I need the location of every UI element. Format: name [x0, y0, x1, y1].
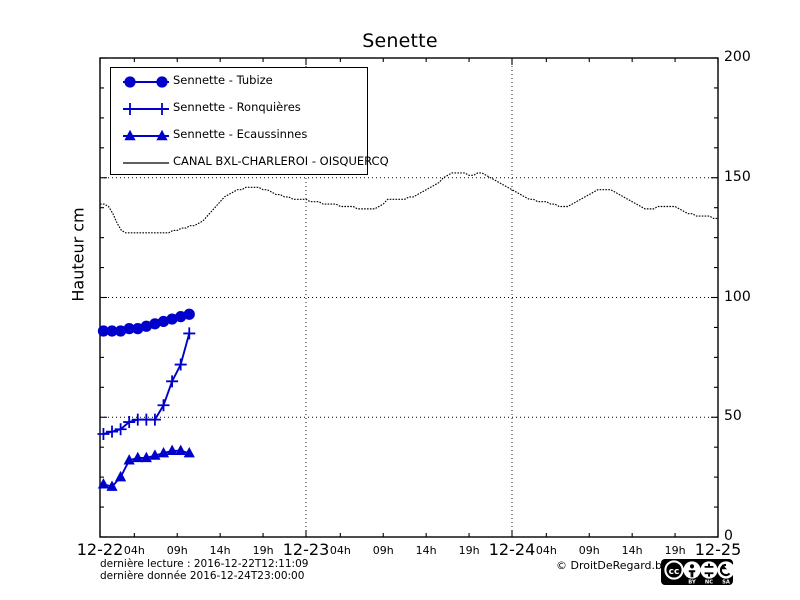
license-sa-label: SA — [722, 579, 730, 585]
x-tick-label-8: 14h — [415, 544, 437, 557]
legend-item-0[interactable]: Sennette - Tubize — [111, 68, 367, 95]
data-point-marker — [157, 399, 170, 412]
x-tick-label-6: 04h — [329, 544, 351, 557]
legend-swatch-circle-icon — [119, 68, 175, 95]
x-tick-label-11: 04h — [535, 544, 557, 557]
data-point-marker — [123, 454, 135, 465]
data-point-marker — [132, 451, 144, 463]
legend-label-2: Sennette - Ecaussinnes — [173, 127, 308, 141]
legend-item-3[interactable]: CANAL BXL-CHARLEROI - OISQUERCQ — [111, 149, 389, 176]
x-tick-label-7: 09h — [372, 544, 394, 557]
y-tick-label-2: 100 — [724, 288, 751, 305]
data-point-marker — [123, 323, 135, 335]
data-point-marker — [166, 313, 178, 325]
copyright-text: © DroitDeRegard.be — [556, 559, 669, 572]
x-tick-label-14: 19h — [664, 544, 686, 557]
data-point-marker — [140, 320, 152, 332]
svg-text:cc: cc — [669, 567, 680, 577]
y-tick-label-4: 200 — [724, 49, 751, 65]
x-tick-label-5: 12-23 — [282, 540, 330, 559]
last-reading-note: dernière lecture : 2016-12-22T12:11:09 — [100, 558, 309, 570]
data-point-marker — [106, 325, 118, 337]
x-tick-label-1: 04h — [123, 544, 145, 557]
data-point-marker — [148, 413, 161, 426]
data-point-marker — [97, 428, 110, 441]
legend-label-0: Sennette - Tubize — [173, 73, 273, 87]
data-point-marker — [157, 315, 170, 328]
data-point-marker — [175, 311, 187, 323]
x-tick-label-9: 19h — [458, 544, 480, 557]
data-point-marker — [115, 470, 127, 482]
x-tick-label-15: 12-25 — [694, 540, 742, 559]
x-tick-label-10: 12-24 — [488, 540, 536, 559]
chart-legend: Sennette - Tubize Sennette - Ronquières Se… — [110, 67, 389, 176]
data-point-marker — [106, 425, 119, 438]
data-point-marker — [97, 325, 110, 337]
data-point-marker — [174, 358, 187, 371]
x-tick-label-2: 09h — [166, 544, 188, 557]
data-point-marker — [149, 318, 161, 330]
x-tick-label-0: 12-22 — [76, 540, 124, 559]
x-tick-label-13: 14h — [621, 544, 643, 557]
legend-item-2[interactable]: Sennette - Ecaussinnes — [111, 122, 367, 149]
data-point-marker — [183, 308, 195, 320]
legend-swatch-plus-icon — [119, 95, 175, 122]
legend-item-1[interactable]: Sennette - Ronquières — [111, 95, 367, 122]
data-point-marker — [166, 375, 179, 388]
license-by-label: BY — [688, 579, 696, 585]
data-point-marker — [183, 327, 196, 340]
series-line-canal-bxl-charleroi-oisquercq — [100, 172, 718, 234]
data-point-marker — [149, 449, 161, 460]
y-tick-label-3: 150 — [724, 168, 751, 185]
license-nc-label: NC — [705, 579, 713, 585]
data-point-marker — [183, 446, 195, 458]
data-point-marker — [115, 325, 127, 337]
legend-label-3: CANAL BXL-CHARLEROI - OISQUERCQ — [173, 154, 389, 168]
y-tick-label-1: 50 — [724, 408, 742, 425]
legend-swatch-triangle-icon — [119, 122, 175, 149]
data-point-marker — [175, 444, 187, 455]
x-tick-label-4: 19h — [252, 544, 274, 557]
data-point-marker — [132, 323, 144, 335]
legend-label-1: Sennette - Ronquières — [173, 100, 301, 114]
x-tick-label-3: 14h — [209, 544, 231, 557]
data-point-marker — [114, 423, 127, 436]
y-tick-label-0: 0 — [724, 528, 733, 544]
legend-swatch-none-icon — [119, 149, 175, 176]
data-point-marker — [140, 451, 152, 463]
data-point-marker — [97, 478, 110, 489]
x-tick-label-12: 09h — [578, 544, 600, 557]
data-point-marker — [157, 446, 170, 458]
data-point-marker — [106, 480, 118, 491]
creative-commons-badge-icon: cc BY NC SA — [661, 559, 733, 585]
page-title: Senette — [362, 30, 438, 52]
data-point-marker — [123, 416, 136, 429]
data-point-marker — [166, 444, 178, 455]
last-data-note: dernière donnée 2016-12-24T23:00:00 — [100, 570, 305, 582]
